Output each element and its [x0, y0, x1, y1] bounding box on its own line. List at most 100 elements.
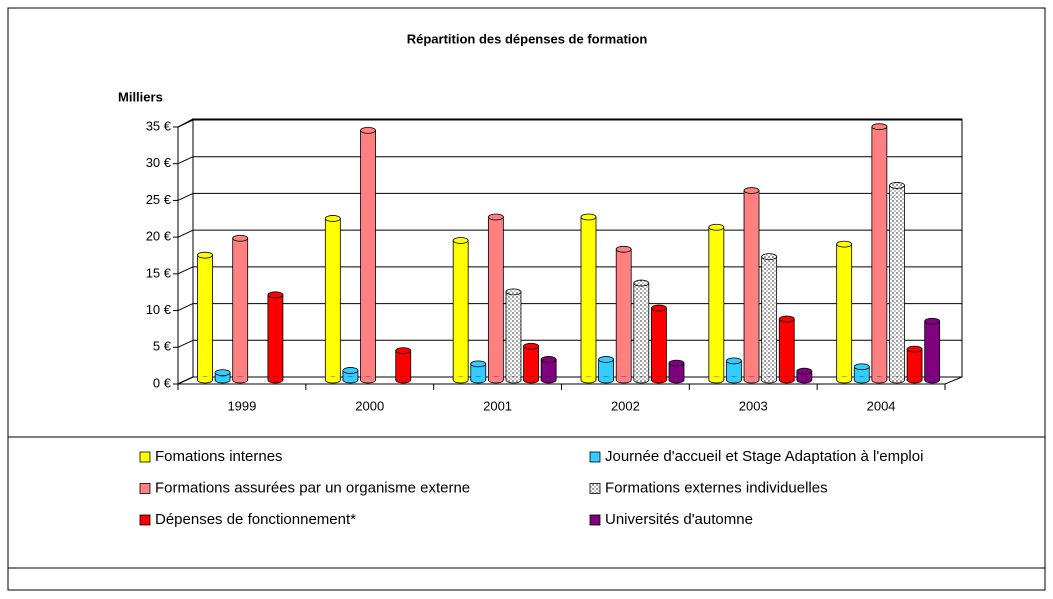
bar-top [395, 347, 412, 355]
bar-base-cover [907, 377, 922, 380]
bar [761, 256, 778, 381]
bar-base-cover [488, 377, 503, 380]
bar [924, 320, 941, 381]
bar [871, 126, 888, 381]
bar-base-cover [599, 377, 614, 380]
legend-label: Formations assurées par un organisme ext… [155, 479, 470, 496]
y-tick-label: 20 € [146, 229, 172, 244]
legend-label: Dépenses de fonctionnement* [155, 511, 356, 528]
y-tick-label: 0 € [153, 375, 172, 390]
bar-top [871, 123, 888, 131]
bar-top [708, 223, 725, 231]
legend-label: Formations externes individuelles [605, 479, 828, 496]
y-tick-label: 15 € [146, 265, 172, 280]
bar-top [487, 213, 504, 221]
bar-top [906, 345, 923, 353]
bar [505, 291, 522, 381]
bar [232, 237, 249, 381]
bar-base-cover [709, 377, 724, 380]
y-tick-label: 25 € [146, 192, 172, 207]
bar-top [633, 279, 650, 287]
bar-top [853, 363, 870, 371]
bar-base-cover [762, 377, 777, 380]
bar-top [796, 367, 813, 375]
bar-base-cover [506, 377, 521, 380]
grid-line [177, 192, 194, 201]
bar [267, 294, 284, 381]
bar-top [540, 356, 557, 363]
y-tick-label: 10 € [146, 302, 172, 317]
bar-top [505, 288, 522, 296]
y-tick-label: 30 € [146, 155, 172, 170]
bar-base-cover [343, 377, 358, 380]
bar-base-cover [325, 377, 340, 380]
bar-base-cover [198, 377, 212, 380]
bar-base-cover [453, 377, 468, 380]
bar-top [580, 213, 597, 221]
bar-base-cover [524, 377, 539, 380]
bar-base-cover [854, 377, 869, 380]
x-tick-label: 2000 [355, 398, 384, 413]
bar [395, 350, 412, 381]
y-tick-label: 35 € [146, 118, 172, 133]
bar-top [778, 315, 795, 323]
bar-top [743, 187, 760, 194]
bar-top [523, 342, 539, 350]
bar-base-cover [268, 377, 283, 380]
bar-top [452, 237, 469, 244]
bar [633, 282, 650, 381]
x-tick-label: 2002 [611, 398, 640, 413]
bar-base-cover [837, 377, 852, 380]
bar-top [342, 367, 359, 374]
legend-label: Universités d'automne [605, 511, 753, 528]
grid-line [177, 303, 194, 312]
bar [651, 307, 667, 381]
bar-top [761, 253, 778, 261]
bar-top [726, 357, 742, 365]
bar-top [651, 304, 667, 312]
bar-top [470, 360, 487, 368]
grid-line [177, 229, 194, 238]
bar-base-cover [233, 377, 248, 380]
bar [580, 216, 597, 381]
bar-base-cover [361, 377, 376, 380]
bar [708, 226, 725, 381]
bar-base-cover [669, 377, 684, 380]
legend-swatch [139, 483, 151, 494]
legend-swatch [139, 451, 151, 463]
chart-title: Répartition des dépenses de formation [407, 31, 648, 46]
back-wall [192, 118, 963, 378]
bar [778, 318, 795, 381]
bar-top [924, 317, 941, 325]
legend-label: Journée d'accueil et Stage Adaptation à … [605, 448, 923, 465]
bar [452, 240, 469, 381]
bar-top [214, 369, 231, 377]
bar [197, 254, 213, 381]
bar [906, 348, 923, 381]
grid-line [177, 266, 194, 275]
x-tick-label: 2001 [483, 398, 512, 413]
grid-line [177, 119, 194, 128]
legend-swatch [589, 483, 601, 494]
bar-top [324, 215, 341, 222]
bar [743, 190, 760, 381]
bar-base-cover [889, 377, 904, 380]
grid-line [177, 339, 194, 348]
bar-top [360, 126, 376, 134]
bar-base-cover [744, 377, 759, 380]
bar-base-cover [726, 377, 741, 380]
bar [360, 129, 376, 381]
grid-line [177, 156, 194, 165]
bar-base-cover [779, 377, 794, 380]
bar [889, 185, 905, 381]
bar-base-cover [581, 377, 596, 380]
legend-swatch [139, 514, 151, 526]
bar-top [836, 240, 853, 248]
legend-swatch [589, 514, 601, 526]
bar [523, 345, 539, 381]
x-tick-label: 2004 [867, 398, 896, 413]
bar-top [267, 291, 284, 299]
bar-base-cover [651, 377, 666, 380]
bar-base-cover [616, 377, 631, 380]
